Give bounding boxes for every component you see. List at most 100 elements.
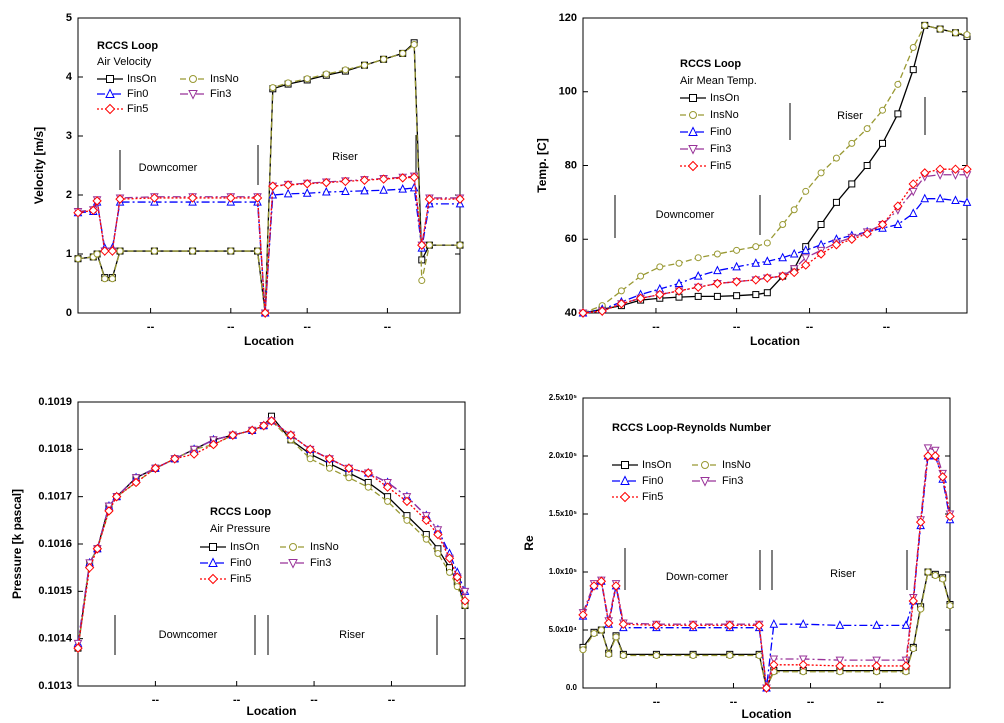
marker	[909, 645, 917, 653]
marker	[816, 239, 826, 249]
series-line	[77, 187, 460, 314]
marker	[713, 250, 721, 258]
marker	[268, 181, 278, 191]
y-tick-label: 1.5x10⁵	[549, 509, 577, 518]
marker	[208, 439, 219, 450]
marker	[605, 650, 613, 658]
legend-label: Fin3	[722, 475, 743, 487]
marker	[425, 241, 433, 249]
legend-label: InsNo	[722, 459, 751, 471]
marker	[798, 660, 808, 670]
marker	[227, 247, 235, 255]
marker	[100, 246, 110, 256]
marker	[378, 174, 389, 184]
marker	[789, 248, 799, 258]
series-line	[77, 420, 466, 649]
marker	[862, 229, 872, 239]
marker	[935, 164, 945, 174]
marker	[761, 683, 772, 693]
x-tick-label: --	[310, 694, 318, 706]
marker	[778, 252, 787, 262]
marker	[326, 464, 334, 472]
marker	[924, 568, 932, 576]
marker	[284, 79, 292, 87]
marker	[283, 180, 293, 190]
y-tick-label: 0.1015	[38, 585, 72, 597]
marker	[398, 183, 408, 193]
marker	[433, 529, 443, 540]
x-tick-label: --	[388, 694, 396, 706]
marker	[962, 164, 972, 174]
marker	[731, 276, 742, 287]
marker	[107, 246, 118, 256]
legend-label: InsOn	[642, 459, 671, 471]
y-axis-label: Re	[522, 535, 536, 551]
series-line	[582, 571, 951, 691]
y-tick-label: 0.1013	[38, 680, 72, 692]
series-line	[582, 455, 951, 689]
marker	[409, 172, 419, 183]
marker	[801, 260, 811, 270]
marker	[872, 620, 881, 629]
annotation: Downcomer	[139, 162, 198, 174]
marker	[763, 289, 771, 297]
marker	[872, 656, 881, 666]
marker	[619, 652, 627, 660]
legend-label: Fin0	[642, 475, 663, 487]
marker	[656, 263, 664, 271]
legend-marker	[689, 111, 697, 119]
marker	[92, 196, 102, 206]
marker	[951, 29, 959, 37]
marker	[769, 655, 779, 665]
marker	[324, 454, 335, 464]
y-tick-label: 1.0x10⁵	[549, 567, 577, 576]
marker	[879, 106, 887, 114]
marker	[801, 254, 811, 263]
marker	[951, 195, 960, 205]
x-tick-label: --	[653, 696, 661, 708]
marker	[266, 416, 277, 426]
marker	[384, 497, 392, 505]
legend-marker	[104, 103, 116, 115]
marker	[909, 44, 917, 51]
marker	[936, 25, 944, 33]
marker	[579, 646, 587, 654]
marker	[149, 193, 160, 203]
marker	[74, 255, 82, 263]
marker	[832, 154, 840, 162]
series-line	[582, 24, 968, 314]
marker	[931, 446, 940, 456]
marker	[893, 219, 903, 228]
marker	[863, 125, 871, 133]
marker	[597, 626, 605, 634]
x-axis-label: Location	[247, 704, 297, 718]
marker	[341, 186, 350, 195]
marker	[73, 643, 83, 653]
legend-marker	[619, 491, 631, 503]
marker	[945, 511, 955, 522]
marker	[733, 246, 741, 254]
marker	[360, 185, 369, 195]
legend-label: Fin0	[710, 126, 731, 138]
x-axis-label: Location	[244, 334, 294, 348]
marker	[635, 293, 646, 303]
marker	[403, 516, 411, 524]
marker	[751, 275, 761, 285]
marker	[73, 207, 83, 218]
marker	[363, 468, 373, 478]
marker	[798, 655, 808, 665]
marker	[116, 247, 124, 255]
x-tick-label: --	[233, 694, 241, 706]
annotation: Down-comer	[666, 571, 729, 583]
marker	[321, 186, 331, 196]
marker	[817, 221, 825, 228]
marker	[361, 61, 368, 69]
marker	[789, 267, 799, 278]
x-tick-label: --	[733, 321, 741, 333]
marker	[798, 619, 808, 628]
marker	[754, 620, 764, 631]
marker	[688, 620, 698, 631]
marker	[877, 219, 888, 230]
annotation: Riser	[332, 151, 358, 163]
marker	[675, 259, 683, 267]
